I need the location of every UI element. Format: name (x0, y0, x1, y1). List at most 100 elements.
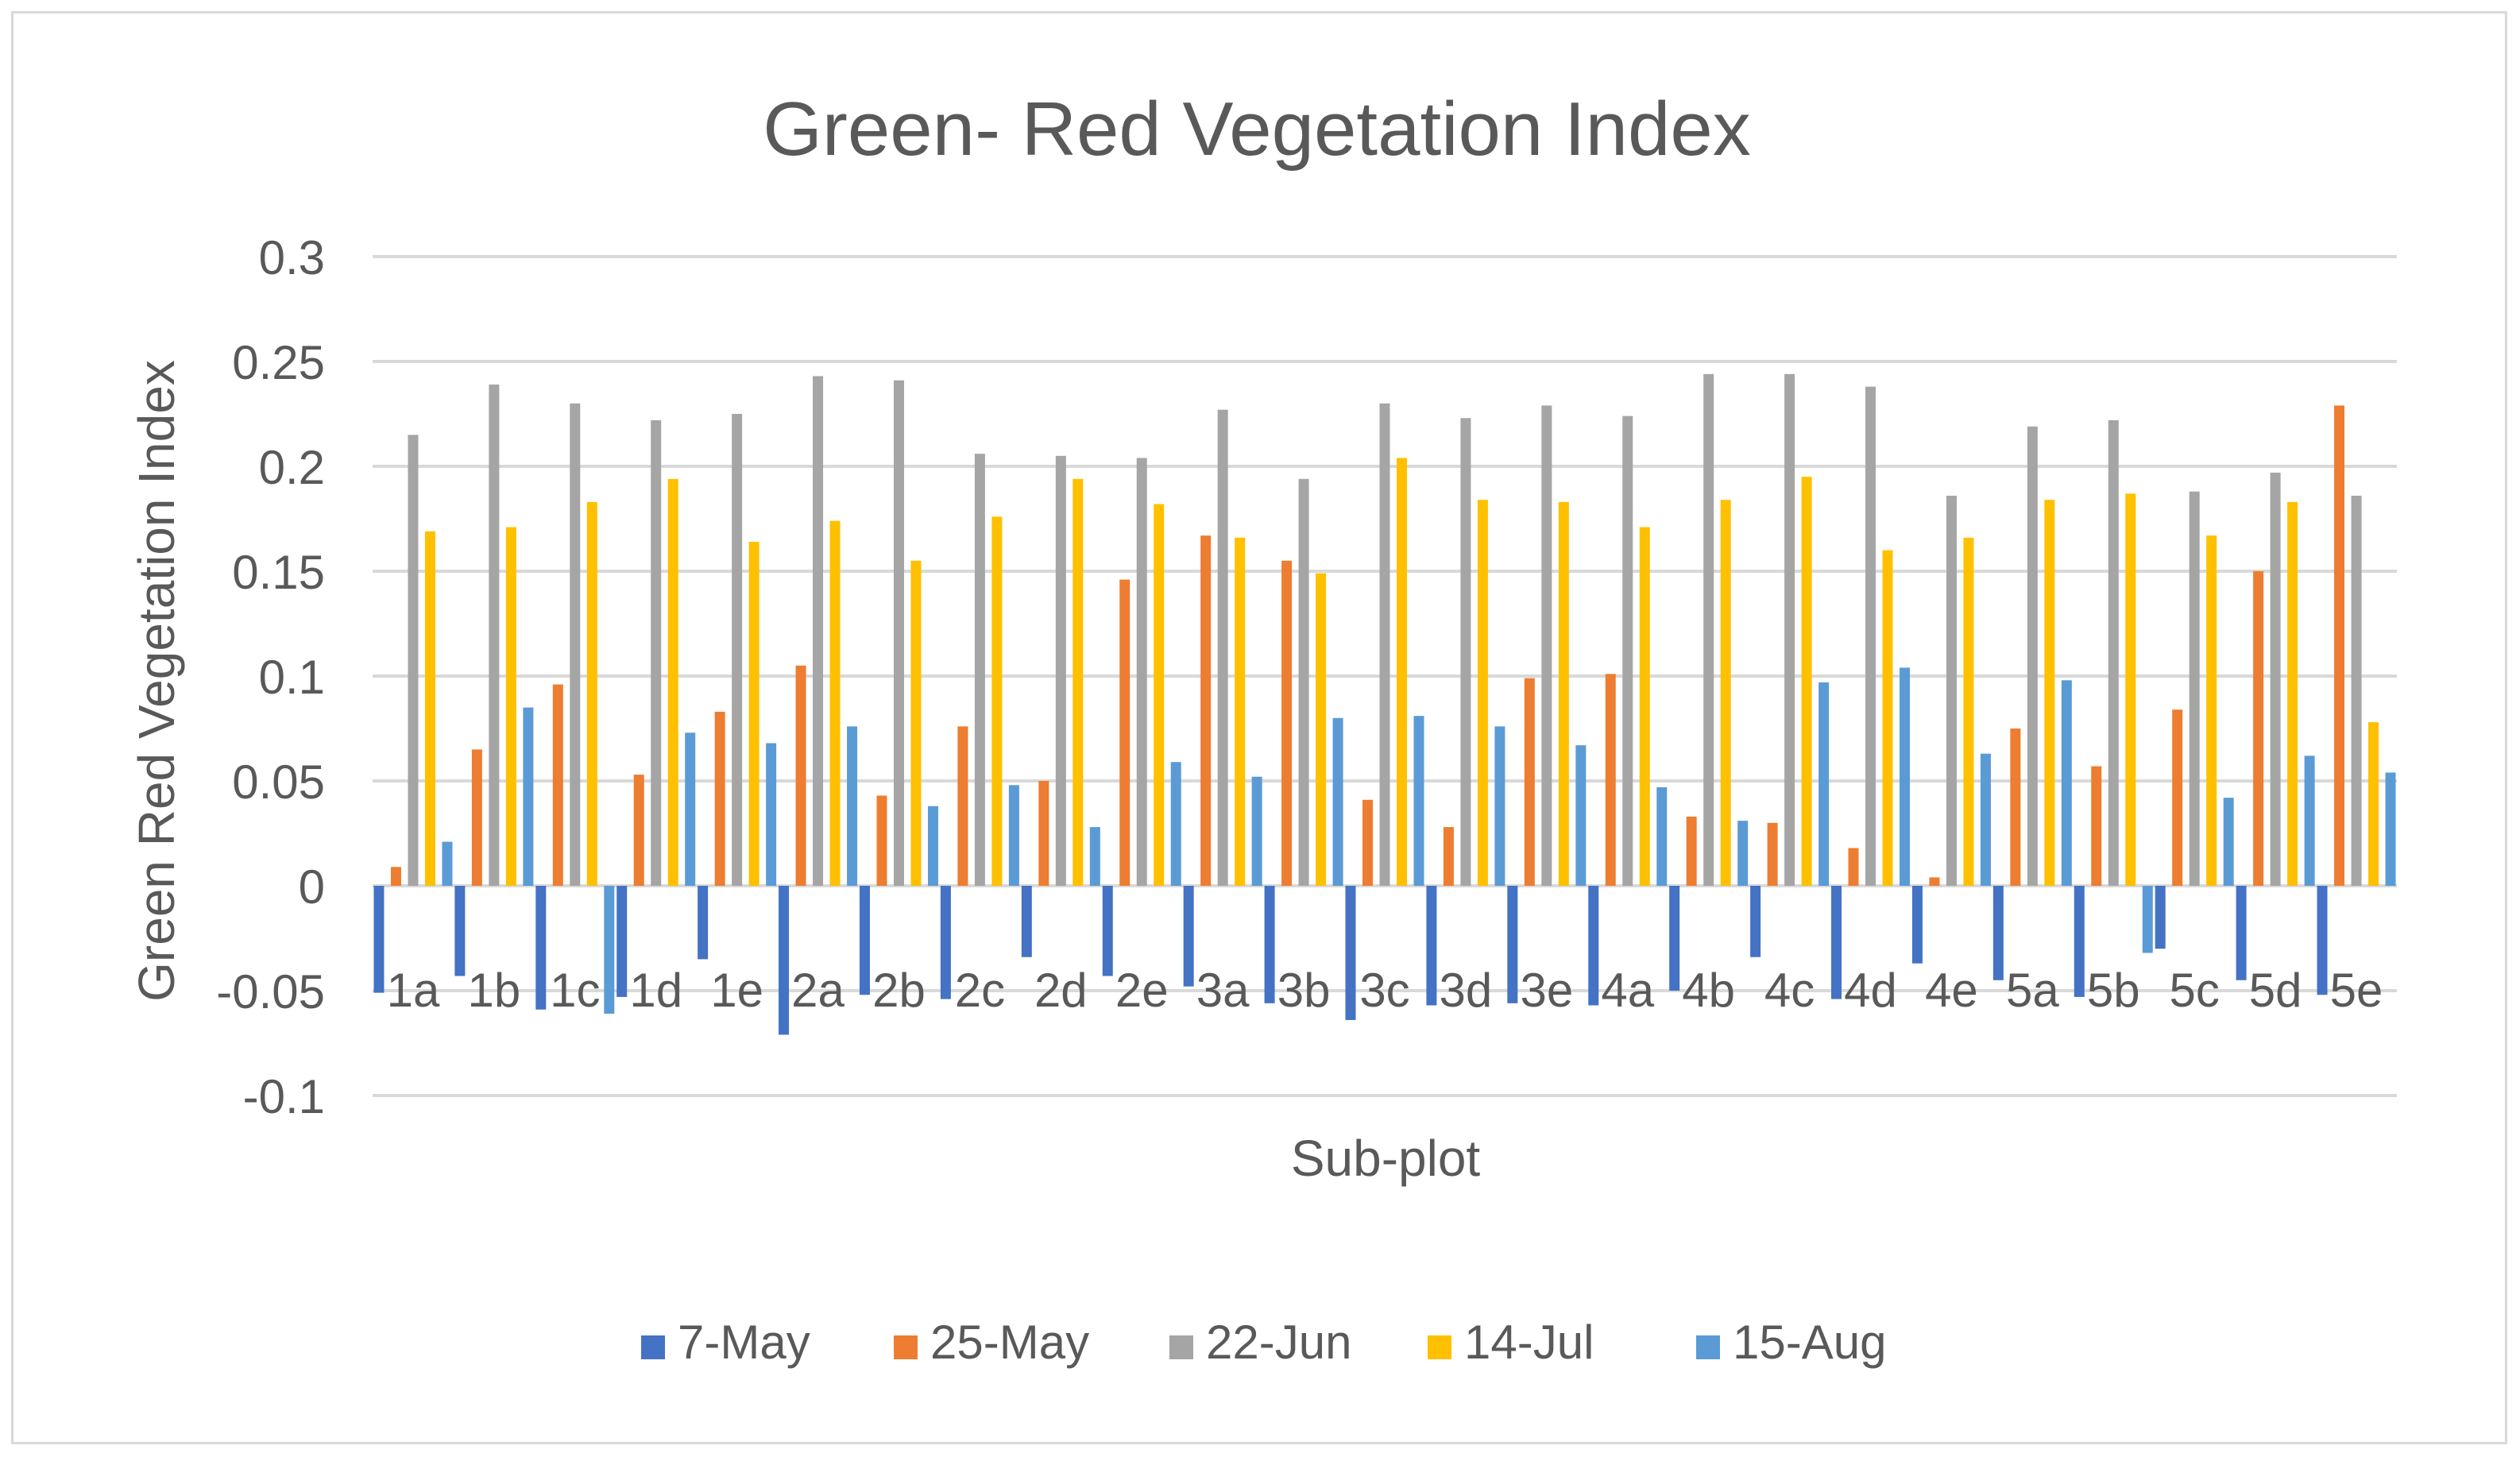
bar-22-jun-3e (1541, 405, 1552, 886)
bar-22-jun-5d (2270, 472, 2281, 886)
bar-15-aug-3c (1413, 716, 1424, 886)
bar-25-may-1b (471, 749, 482, 886)
y-tick-label: 0.05 (232, 756, 325, 809)
bar-25-may-3e (1524, 678, 1535, 886)
bar-25-may-1e (714, 711, 725, 886)
bar-25-may-4c (1767, 822, 1778, 886)
bar-25-may-1a (390, 867, 401, 886)
bar-15-aug-1e (766, 743, 777, 886)
bar-7-may-4b (1669, 886, 1680, 991)
bar-15-aug-1a (442, 841, 453, 886)
bar-22-jun-3c (1379, 403, 1390, 886)
bar-7-may-2c (940, 886, 951, 999)
x-tick-label: 3e (1520, 964, 1573, 1017)
legend-label-22-jun: 22-Jun (1206, 1316, 1351, 1369)
bar-7-may-5a (1992, 886, 2004, 980)
bar-14-jul-3d (1477, 500, 1488, 886)
y-tick-label: -0.1 (243, 1070, 325, 1123)
bar-22-jun-3b (1298, 478, 1309, 886)
bar-7-may-2e (1102, 886, 1113, 976)
bar-15-aug-5b (2142, 886, 2153, 953)
bar-15-aug-2d (1089, 827, 1100, 886)
legend-swatch-15-aug (1696, 1335, 1720, 1359)
bar-7-may-5b (2074, 886, 2085, 997)
bar-7-may-1a (373, 886, 385, 993)
bar-7-may-3b (1264, 886, 1275, 1003)
bar-15-aug-3a (1251, 776, 1262, 886)
bar-22-jun-3d (1460, 418, 1471, 886)
bar-14-jul-3c (1397, 458, 1407, 886)
bar-25-may-1c (552, 684, 563, 886)
bar-14-jul-1c (586, 501, 597, 886)
bar-22-jun-2a (813, 376, 824, 887)
bar-25-may-3b (1281, 560, 1293, 886)
legend-swatch-7-may (641, 1335, 665, 1359)
bar-22-jun-5a (2027, 426, 2038, 886)
bar-15-aug-5d (2304, 756, 2315, 886)
bar-22-jun-1a (408, 435, 419, 886)
x-tick-label: 5a (2006, 964, 2059, 1017)
bar-14-jul-2d (1073, 478, 1084, 886)
legend-label-14-jul: 14-Jul (1464, 1316, 1594, 1369)
bar-25-may-5a (2010, 728, 2021, 886)
bar-15-aug-2a (847, 726, 858, 886)
bar-25-may-4a (1605, 674, 1616, 886)
x-tick-label: 4a (1601, 964, 1654, 1017)
chart: -0.1 -0.05 0 0.05 0.1 0.15 0.2 0.25 0.3 1a 1b 1c 1d… (128, 87, 2397, 1369)
bar-7-may-1c (535, 886, 547, 1010)
bar-22-jun-4a (1622, 415, 1633, 886)
x-tick-label: 3a (1196, 964, 1250, 1017)
bars (373, 373, 2396, 1035)
bar-15-aug-5c (2223, 798, 2234, 886)
x-tick-label: 1d (629, 964, 682, 1017)
legend-swatch-25-may (894, 1335, 918, 1359)
bar-7-may-3d (1426, 886, 1437, 1006)
bar-14-jul-2b (910, 560, 922, 886)
bar-7-may-3a (1183, 886, 1194, 987)
chart-frame: -0.1 -0.05 0 0.05 0.1 0.15 0.2 0.25 0.3 1a 1b 1c 1d… (11, 11, 2507, 1444)
bar-25-may-5d (2253, 571, 2264, 886)
bar-22-jun-1c (570, 403, 581, 886)
bar-14-jul-4d (1882, 550, 1893, 886)
bar-25-may-5b (2091, 766, 2102, 886)
x-tick-label: 5c (2170, 964, 2220, 1017)
x-tick-label: 5d (2249, 964, 2302, 1017)
x-tick-label: 1c (550, 964, 600, 1017)
y-tick-label: 0.15 (232, 546, 325, 599)
bar-7-may-1e (698, 886, 709, 960)
bar-15-aug-2b (927, 806, 938, 886)
bar-25-may-5c (2172, 709, 2183, 886)
bar-25-may-3d (1443, 827, 1454, 886)
y-tick-label: 0.1 (259, 651, 325, 704)
bar-15-aug-2c (1008, 785, 1019, 886)
chart-title: Green- Red Vegetation Index (763, 87, 1751, 172)
bar-22-jun-4c (1784, 373, 1795, 887)
bar-15-aug-5e (2385, 772, 2396, 886)
bar-15-aug-4e (1980, 753, 1991, 886)
bar-22-jun-2e (1136, 458, 1147, 886)
bar-14-jul-5e (2368, 722, 2379, 886)
bar-22-jun-2c (974, 454, 985, 886)
bar-25-may-1d (633, 775, 644, 886)
bar-7-may-1d (616, 886, 628, 997)
bar-22-jun-1d (651, 419, 662, 886)
bar-22-jun-4b (1703, 373, 1714, 887)
bar-14-jul-4c (1801, 477, 1812, 886)
x-tick-label: 3c (1359, 964, 1409, 1017)
bar-15-aug-3e (1575, 745, 1587, 886)
bar-15-aug-4a (1656, 786, 1668, 886)
bar-25-may-4b (1686, 816, 1697, 886)
bar-25-may-2a (795, 665, 806, 886)
legend: 7-May 25-May 22-Jun 14-Jul 15-Aug (641, 1316, 1886, 1369)
bar-14-jul-2a (829, 520, 841, 886)
bar-14-jul-3b (1316, 573, 1327, 886)
bar-14-jul-2e (1154, 504, 1165, 886)
legend-label-25-may: 25-May (930, 1316, 1089, 1369)
x-tick-label: 4e (1925, 964, 1978, 1017)
y-axis-ticks: -0.1 -0.05 0 0.05 0.1 0.15 0.2 0.25 0.3 (216, 231, 325, 1123)
legend-label-7-may: 7-May (678, 1316, 810, 1369)
bar-15-aug-2e (1170, 762, 1181, 886)
x-tick-label: 3d (1440, 964, 1493, 1017)
x-tick-label: 3b (1277, 964, 1331, 1017)
bar-15-aug-4b (1737, 821, 1749, 886)
